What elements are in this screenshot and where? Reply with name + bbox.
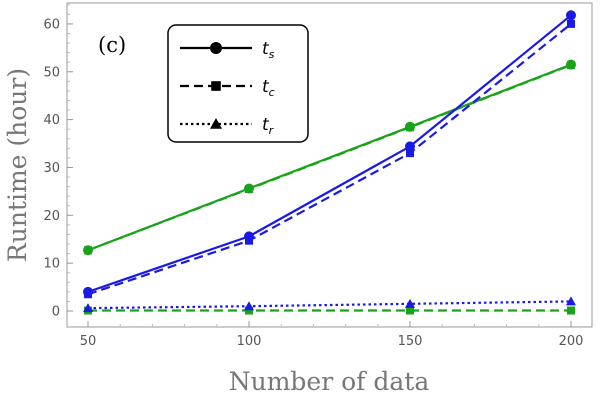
- data-point: [83, 303, 93, 313]
- data-point: [406, 123, 414, 132]
- x-tick-label: 200: [559, 334, 584, 349]
- series-line-5: [87, 23, 572, 296]
- data-point: [245, 236, 253, 245]
- legend-box: [167, 24, 309, 143]
- data-point: [406, 306, 414, 315]
- y-tick-label: 60: [43, 17, 60, 32]
- data-point: [405, 141, 415, 152]
- x-axis-title: Number of data: [229, 367, 430, 396]
- data-point: [84, 246, 92, 255]
- y-tick-label: 10: [43, 257, 60, 272]
- series-line-2: [87, 64, 572, 252]
- legend-marker: [211, 81, 221, 91]
- series-line-4: [87, 14, 572, 293]
- data-point: [245, 184, 253, 193]
- x-tick-label: 100: [237, 334, 262, 349]
- y-tick-label: 40: [43, 113, 60, 128]
- y-tick-label: 30: [43, 161, 60, 176]
- data-point: [405, 298, 415, 308]
- data-point: [245, 306, 253, 315]
- data-point: [84, 290, 92, 299]
- series-markers: [83, 10, 576, 315]
- data-point: [567, 19, 575, 28]
- panel-label: (c): [98, 33, 126, 57]
- data-point: [244, 301, 254, 311]
- data-point: [566, 296, 576, 306]
- data-point: [567, 306, 575, 315]
- x-tick-label: 50: [80, 334, 97, 349]
- x-tick-label: 150: [398, 334, 423, 349]
- series-line-6: [87, 300, 572, 310]
- data-point: [566, 10, 576, 21]
- axis-ticks: 50 100 150 200 0 10 20 30 40 50 60: [43, 4, 584, 349]
- plot-frame: [66, 2, 593, 328]
- y-tick-label: 0: [52, 305, 60, 320]
- data-point: [406, 149, 414, 158]
- y-axis-title: Runtime (hour): [3, 68, 32, 262]
- data-point: [567, 61, 575, 70]
- y-tick-label: 20: [43, 209, 60, 224]
- series-lines: [87, 14, 572, 312]
- legend-marker: [210, 118, 222, 129]
- legend-marker: [210, 42, 222, 54]
- y-tick-label: 50: [43, 65, 60, 80]
